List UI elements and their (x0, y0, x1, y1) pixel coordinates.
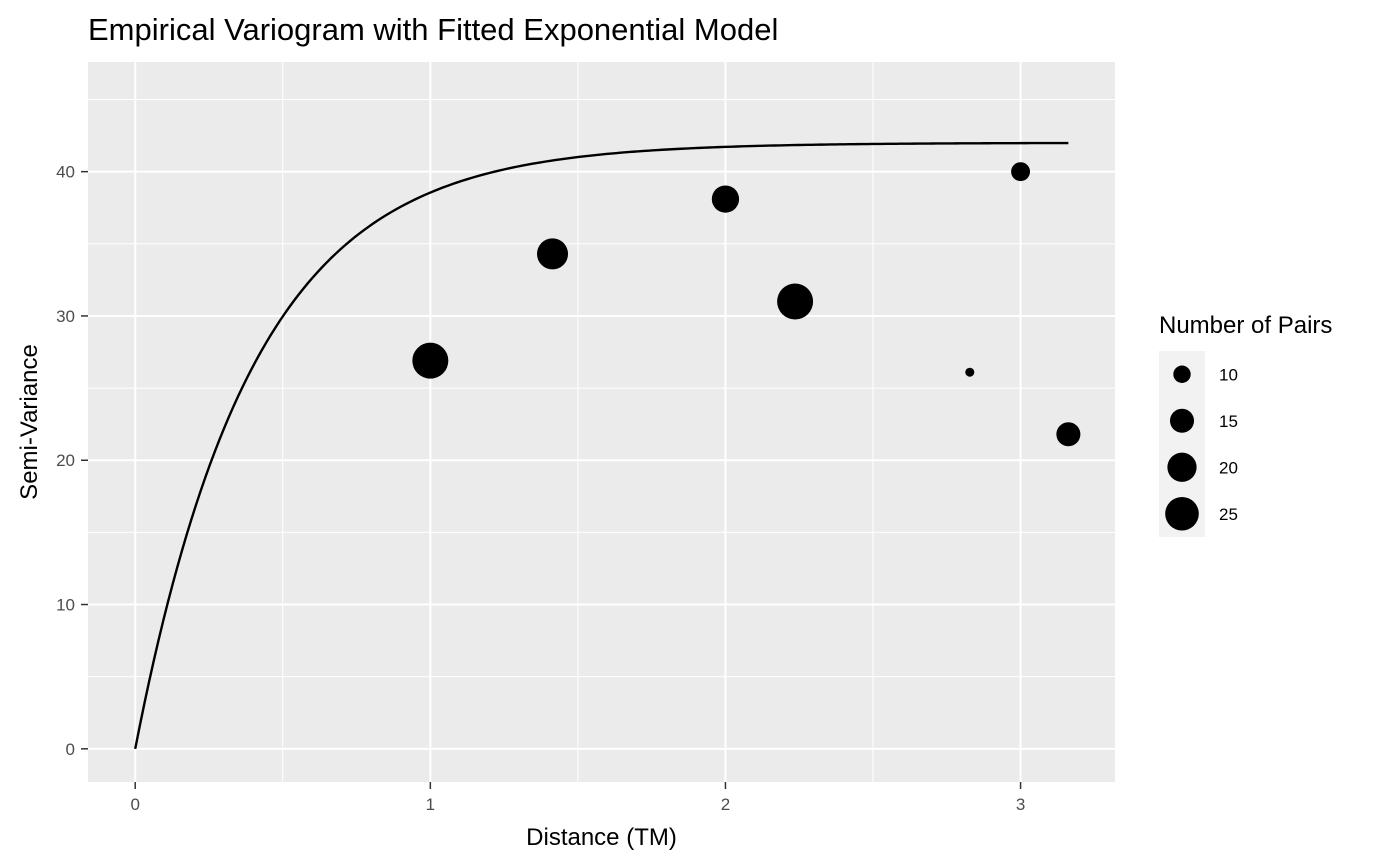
x-tick-label: 0 (130, 795, 139, 814)
legend-items: 10 15 20 25 (1165, 365, 1238, 531)
legend-title: Number of Pairs (1159, 312, 1332, 339)
y-axis-title: Semi-Variance (16, 344, 43, 500)
y-axis: 0 10 20 30 40 (56, 163, 88, 759)
plot-panel (88, 62, 1115, 782)
x-axis-title: Distance (TM) (526, 824, 677, 851)
legend-key-circle (1167, 452, 1197, 482)
model-curve (134, 141, 1069, 750)
major-gridlines (88, 62, 1115, 782)
points-layer (412, 162, 1081, 447)
legend-label: 15 (1219, 412, 1238, 431)
y-tick-label: 30 (56, 307, 75, 326)
chart-title: Empirical Variogram with Fitted Exponent… (88, 12, 778, 47)
data-point (777, 283, 814, 320)
data-point (1056, 422, 1081, 447)
x-tick-label: 2 (721, 795, 730, 814)
minor-gridlines (88, 62, 1115, 782)
model-line-layer (134, 141, 1069, 750)
legend-label: 20 (1219, 458, 1238, 477)
size-legend: Number of Pairs 10 15 20 25 (1159, 312, 1332, 537)
data-point (536, 238, 569, 270)
y-tick-label: 10 (56, 596, 75, 615)
data-point (1011, 162, 1031, 182)
legend-key-circle (1165, 496, 1199, 531)
legend-label: 10 (1219, 365, 1238, 384)
data-point (965, 367, 975, 377)
data-point (412, 342, 449, 379)
x-tick-label: 3 (1016, 795, 1025, 814)
y-tick-label: 40 (56, 163, 75, 182)
x-axis: 0 1 2 3 (130, 782, 1025, 814)
y-tick-label: 20 (56, 451, 75, 470)
legend-key-circle (1169, 408, 1195, 433)
data-point (711, 185, 740, 213)
legend-label: 25 (1219, 505, 1238, 524)
x-tick-label: 1 (426, 795, 435, 814)
y-tick-label: 0 (66, 740, 75, 759)
legend-key-circle (1173, 365, 1191, 383)
